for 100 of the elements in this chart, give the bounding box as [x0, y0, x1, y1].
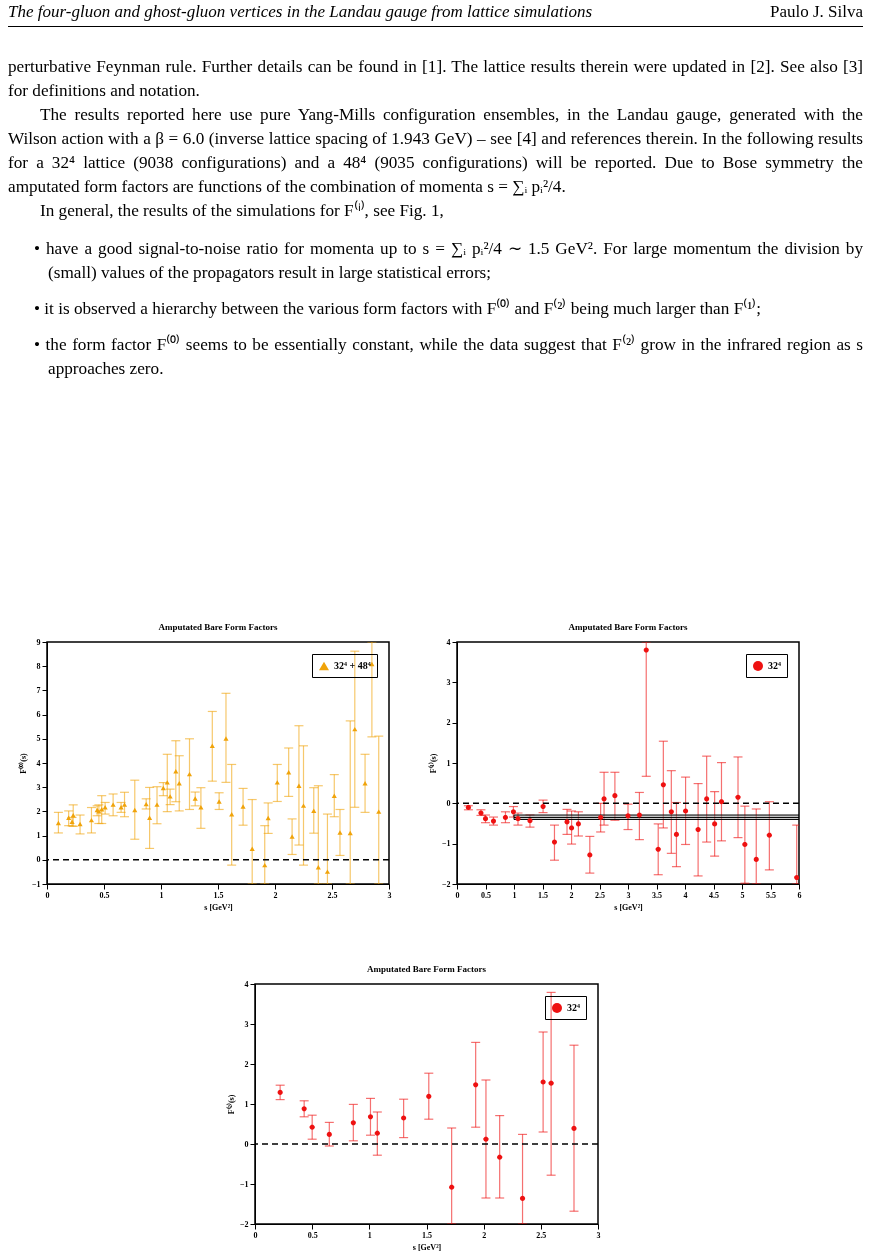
- point: [426, 1093, 432, 1099]
- y-tick-label: −2: [441, 879, 451, 889]
- point: [587, 852, 593, 858]
- point: [540, 804, 546, 810]
- point: [176, 781, 182, 786]
- point: [265, 815, 271, 821]
- x-tick-label: 1.5: [538, 890, 548, 900]
- x-tick-label: 0.5: [481, 890, 491, 900]
- point: [571, 1125, 577, 1131]
- point: [598, 814, 604, 820]
- point: [766, 832, 772, 838]
- chart-title: Amputated Bare Form Factors: [366, 964, 487, 974]
- x-tick-label: 3: [387, 890, 392, 900]
- point: [352, 726, 358, 732]
- x-tick-label: 5: [740, 890, 745, 900]
- chart-title: Amputated Bare Form Factors: [568, 622, 689, 632]
- point: [186, 771, 193, 777]
- point: [326, 1131, 332, 1137]
- x-tick-label: 2: [569, 890, 574, 900]
- y-tick-label: 3: [244, 1019, 249, 1029]
- point: [401, 1115, 407, 1121]
- point: [519, 1195, 526, 1201]
- x-tick-label: 3.5: [652, 890, 662, 900]
- y-tick-label: −2: [239, 1219, 249, 1229]
- point: [209, 743, 215, 749]
- y-tick-label: 2: [244, 1059, 249, 1069]
- point: [160, 785, 166, 791]
- point: [337, 830, 343, 835]
- y-tick-label: 0: [36, 855, 41, 865]
- point: [612, 793, 618, 799]
- point: [601, 796, 607, 802]
- point: [712, 821, 718, 827]
- text: • have a good signal-to-noise ratio for momenta up to s = ∑ᵢ pᵢ²/4 ∼ 1.5 GeV². For large momentum the division by (small) values of the propagators result in large statistical errors;: [34, 238, 863, 284]
- point: [449, 1184, 455, 1190]
- y-tick-label: 6: [36, 710, 41, 720]
- point: [277, 1089, 283, 1095]
- point: [735, 794, 741, 800]
- x-tick-label: 2: [482, 1230, 487, 1240]
- point: [132, 807, 138, 813]
- point: [502, 814, 508, 820]
- text: The four-gluon and ghost-gluon vertices in the Landau gauge from lattice simulations: [8, 2, 593, 22]
- y-axis-title: F⁽²⁾(s): [225, 1094, 236, 1115]
- x-tick-label: 0: [455, 890, 460, 900]
- point: [223, 736, 229, 741]
- point: [331, 793, 337, 798]
- text: The results reported here use pure Yang-Mills configuration ensembles, in the Landau gauge, generated with the Wilson action with a β = 6.0 (inverse lattice spacing of 1.943 GeV) – see [4] and references therein. In the following results for a 32⁴ lattice (9038 configurations) and a 48⁴ (9035 configurations) will be reported. Due to Bose symmetry the amputated form factors are functions of the combination of momenta s = ∑ᵢ pᵢ²/4.: [8, 104, 863, 198]
- point: [167, 794, 173, 799]
- point: [497, 1154, 503, 1160]
- x-axis-title: s [GeV²]: [412, 1242, 442, 1252]
- point: [551, 839, 558, 845]
- point: [77, 821, 83, 827]
- point: [668, 809, 674, 815]
- point: [110, 802, 116, 807]
- y-tick-label: 0: [244, 1139, 249, 1149]
- point: [794, 875, 799, 881]
- x-axis-title: s [GeV²]: [614, 902, 644, 912]
- y-axis-title: F⁽¹⁾(s): [427, 753, 438, 774]
- x-tick-label: 1.5: [422, 1230, 432, 1240]
- point: [660, 782, 666, 788]
- point: [249, 846, 255, 851]
- point: [548, 1080, 554, 1086]
- point: [718, 799, 725, 805]
- text: • the form factor F⁽⁰⁾ seems to be essentially constant, while the data suggest that F⁽²⁾ grow in the infrared region as s approaches zero.: [34, 333, 863, 380]
- y-tick-label: 9: [36, 637, 41, 647]
- point: [324, 869, 330, 874]
- point: [564, 819, 570, 825]
- point: [540, 1079, 546, 1085]
- legend-label: 32⁴ + 48⁴: [334, 660, 371, 671]
- y-tick-label: 3: [446, 677, 451, 687]
- chart-title: Amputated Bare Form Factors: [158, 622, 279, 632]
- x-tick-label: 0: [45, 890, 50, 900]
- point: [347, 830, 353, 836]
- point: [483, 1136, 489, 1142]
- x-tick-label: 3: [626, 890, 631, 900]
- point: [154, 802, 160, 807]
- x-tick-label: 6: [797, 890, 802, 900]
- point: [55, 820, 61, 826]
- x-tick-label: 0.5: [307, 1230, 318, 1240]
- y-tick-label: 1: [244, 1099, 249, 1109]
- point: [88, 817, 95, 823]
- point: [673, 831, 679, 837]
- point: [289, 834, 295, 839]
- legend-label: 32⁴: [567, 1002, 580, 1013]
- point: [240, 804, 246, 809]
- legend-label: 32⁴: [768, 660, 781, 671]
- point: [473, 1082, 479, 1088]
- point: [575, 821, 581, 827]
- y-tick-label: 8: [36, 661, 41, 671]
- point: [527, 818, 533, 824]
- y-tick-label: 7: [36, 685, 41, 695]
- point: [311, 808, 317, 813]
- point: [350, 1120, 356, 1126]
- x-tick-label: 2.5: [327, 890, 338, 900]
- point: [229, 812, 235, 817]
- point: [515, 816, 521, 822]
- y-tick-label: 3: [36, 782, 41, 792]
- y-tick-label: 1: [446, 758, 451, 768]
- x-tick-label: 1.5: [213, 890, 224, 900]
- x-tick-label: 0.5: [99, 890, 110, 900]
- point: [569, 825, 575, 831]
